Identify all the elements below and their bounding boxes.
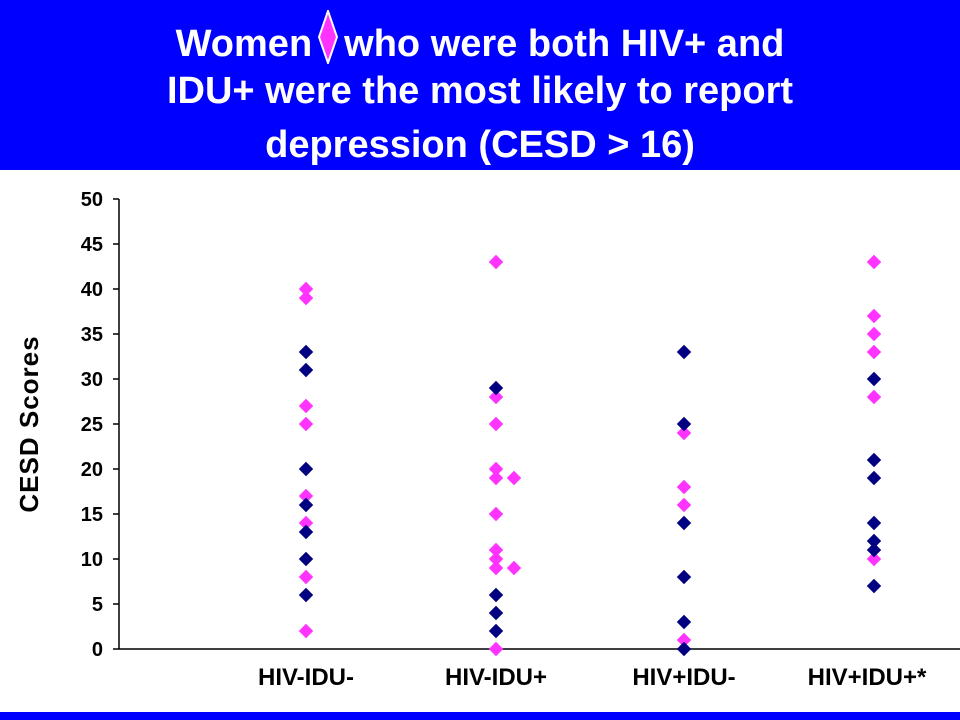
data-point: [298, 461, 314, 477]
y-tick-label: 35: [81, 324, 103, 346]
data-point: [488, 560, 504, 576]
y-tick-label: 45: [81, 234, 103, 256]
data-point: [298, 623, 314, 639]
data-point: [298, 290, 314, 306]
data-point: [298, 344, 314, 360]
y-tick-label: 5: [92, 594, 103, 616]
data-point: [488, 587, 504, 603]
y-axis: 0 5 10 15 20 25 30 35 40 45 50: [81, 189, 120, 661]
title-text-women: Women: [175, 23, 313, 66]
y-tick-label: 0: [92, 639, 103, 661]
y-tick-label: 10: [81, 549, 103, 571]
x-category-label: HIV+IDU+*: [808, 664, 927, 691]
data-point: [488, 389, 504, 405]
y-tick-label: 20: [81, 459, 103, 481]
data-point: [676, 416, 692, 432]
data-point: [298, 497, 314, 513]
data-point: [298, 398, 314, 414]
data-point: [676, 614, 692, 630]
data-point: [866, 470, 882, 486]
data-point: [488, 416, 504, 432]
data-point: [488, 623, 504, 639]
data-point: [298, 587, 314, 603]
data-point: [676, 515, 692, 531]
data-point: [866, 389, 882, 405]
data-point: [866, 254, 882, 270]
data-point: [676, 569, 692, 585]
title-line-1: Women who were both HIV+ and: [0, 7, 960, 78]
data-point: [866, 308, 882, 324]
data-point: [488, 254, 504, 270]
x-category-label: HIV-IDU+: [445, 664, 547, 691]
data-point: [506, 470, 522, 486]
data-point: [488, 605, 504, 621]
data-point: [866, 578, 882, 594]
y-tick-label: 30: [81, 369, 103, 391]
x-axis: HIV-IDU- HIV-IDU+ HIV+IDU- HIV+IDU+*: [119, 648, 960, 691]
title-line-3: depression (CESD > 16): [265, 124, 695, 166]
data-point: [298, 569, 314, 585]
data-point: [298, 416, 314, 432]
data-point: [866, 344, 882, 360]
data-point: [488, 470, 504, 486]
data-point: [488, 380, 504, 396]
y-tick-label: 15: [81, 504, 103, 526]
data-point: [866, 371, 882, 387]
data-point: [866, 326, 882, 342]
x-category-label: HIV-IDU-: [258, 664, 354, 691]
title-line-2: IDU+ were the most likely to report: [166, 70, 794, 112]
data-point: [676, 641, 692, 657]
data-points: [298, 254, 882, 657]
data-point: [676, 479, 692, 495]
diamond-icon: [318, 7, 339, 74]
title-banner: Women who were both HIV+ and IDU+ were th…: [0, 0, 960, 170]
data-point: [298, 524, 314, 540]
data-point: [298, 362, 314, 378]
y-axis-title: CESD Scores: [14, 335, 44, 512]
data-point: [298, 551, 314, 567]
data-point: [676, 344, 692, 360]
data-point: [866, 542, 882, 558]
data-point: [506, 560, 522, 576]
data-point: [488, 641, 504, 657]
bottom-bar: [0, 712, 960, 720]
y-tick-label: 50: [81, 189, 103, 211]
data-point: [488, 506, 504, 522]
data-point: [676, 497, 692, 513]
x-category-label: HIV+IDU-: [632, 664, 735, 691]
data-point: [866, 551, 882, 567]
y-tick-label: 40: [81, 279, 103, 301]
data-point: [866, 515, 882, 531]
data-point: [866, 452, 882, 468]
data-point: [676, 425, 692, 441]
y-tick-label: 25: [81, 414, 103, 436]
title-text-rest: who were both HIV+ and: [344, 23, 785, 66]
